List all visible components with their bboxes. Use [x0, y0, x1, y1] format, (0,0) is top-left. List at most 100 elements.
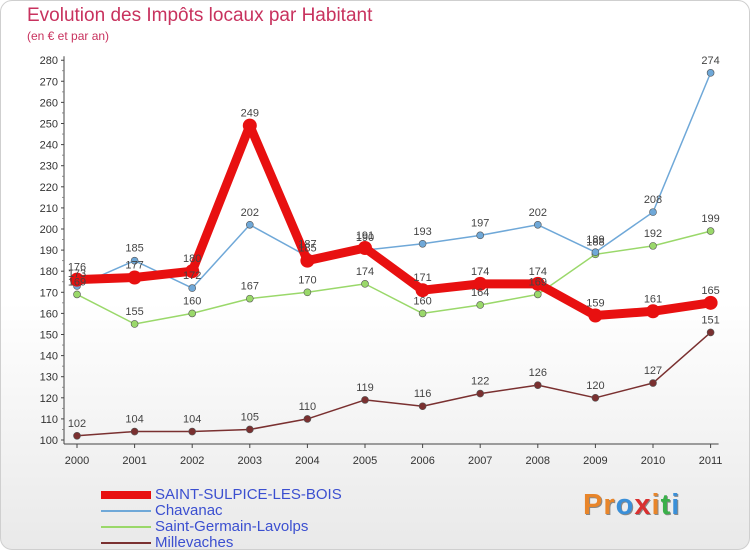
y-tick-label: 270 — [40, 76, 58, 88]
series-line — [76, 331, 712, 437]
legend-swatch — [101, 526, 151, 528]
data-label: 102 — [68, 418, 86, 430]
data-label: 192 — [644, 228, 662, 240]
data-point — [533, 290, 542, 299]
data-label: 202 — [241, 207, 259, 219]
data-point — [533, 220, 542, 229]
legend-swatch — [101, 510, 151, 512]
y-tick-label: 200 — [40, 224, 58, 236]
data-label: 127 — [644, 365, 662, 377]
series-line — [72, 121, 716, 321]
y-tick-label: 250 — [40, 119, 58, 131]
data-label: 174 — [471, 266, 489, 278]
y-tick-label: 210 — [40, 203, 58, 215]
y-tick-label: 190 — [40, 245, 58, 257]
data-point — [185, 264, 200, 279]
data-point — [476, 389, 485, 398]
data-point — [188, 284, 196, 292]
y-tick-label: 120 — [40, 393, 58, 405]
x-tick-label: 2010 — [641, 455, 665, 467]
data-point — [706, 227, 715, 235]
data-label: 188 — [586, 236, 604, 248]
x-tick-label: 2005 — [353, 455, 377, 467]
y-tick-label: 110 — [40, 414, 58, 426]
data-label: 119 — [356, 382, 374, 394]
data-label: 122 — [471, 376, 489, 388]
data-point — [473, 276, 488, 291]
data-label: 167 — [241, 281, 259, 293]
data-point — [418, 309, 427, 318]
data-point — [127, 270, 142, 285]
y-tick-label: 180 — [40, 266, 58, 278]
data-label: 197 — [471, 217, 489, 229]
series-line — [76, 72, 712, 289]
x-tick-label: 2007 — [468, 455, 492, 467]
data-label: 193 — [413, 226, 431, 238]
data-label: 185 — [125, 243, 143, 255]
data-point — [246, 294, 254, 303]
data-label: 191 — [356, 230, 374, 242]
data-label: 173 — [68, 268, 86, 280]
data-label: 160 — [183, 295, 201, 307]
data-point — [476, 231, 485, 240]
data-label: 180 — [183, 253, 201, 265]
data-point — [588, 308, 603, 323]
legend-label: SAINT-SULPICE-LES-BOIS — [155, 486, 342, 503]
data-label: 171 — [413, 272, 431, 284]
y-tick-label: 280 — [40, 55, 58, 67]
x-tick-label: 2008 — [526, 455, 550, 467]
data-point — [649, 379, 657, 387]
data-point — [418, 239, 427, 248]
y-tick-label: 240 — [40, 140, 58, 152]
data-label: 208 — [644, 194, 662, 206]
x-tick-label: 2009 — [583, 455, 607, 467]
data-label: 110 — [299, 401, 317, 413]
data-point — [358, 240, 372, 255]
data-label: 189 — [586, 234, 604, 246]
data-label: 174 — [356, 266, 374, 278]
data-point — [246, 425, 254, 434]
data-point — [130, 427, 139, 436]
x-tick-label: 2003 — [238, 455, 262, 467]
data-point — [246, 220, 254, 229]
data-point — [706, 328, 715, 337]
data-point — [300, 253, 315, 268]
data-point — [415, 283, 430, 298]
data-point — [70, 272, 84, 287]
data-point — [73, 431, 81, 440]
data-label: 170 — [298, 274, 316, 286]
proxiti-logo: Proxiti — [583, 489, 681, 521]
legend-swatch — [101, 491, 151, 499]
data-point — [649, 208, 657, 216]
data-point — [533, 381, 542, 389]
x-tick-label: 2000 — [65, 455, 89, 467]
series-line — [76, 230, 712, 325]
legend-label: Saint-Germain-Lavolps — [155, 518, 309, 535]
y-tick-label: 260 — [40, 97, 58, 109]
x-tick-label: 2002 — [180, 455, 204, 467]
data-label: 159 — [586, 298, 604, 310]
data-label: 104 — [125, 414, 143, 426]
data-point — [591, 393, 600, 402]
data-point — [703, 295, 718, 310]
data-label: 116 — [414, 388, 432, 400]
y-tick-label: 130 — [40, 372, 58, 384]
data-point — [530, 276, 545, 291]
chart-legend: SAINT-SULPICE-LES-BOIS Chavanac Saint-Germ… — [101, 486, 342, 549]
data-label: 105 — [241, 411, 259, 423]
data-point — [188, 427, 196, 436]
data-point — [646, 304, 660, 319]
y-tick-label: 220 — [40, 182, 58, 194]
data-point — [591, 248, 600, 257]
data-label: 160 — [413, 295, 431, 307]
data-label: 202 — [529, 207, 547, 219]
data-label: 169 — [68, 276, 86, 288]
legend-label: Chavanac — [155, 502, 223, 519]
legend-item: Millevaches — [101, 535, 342, 549]
data-label: 165 — [701, 285, 719, 297]
data-point — [706, 69, 715, 77]
legend-swatch — [101, 542, 151, 544]
y-tick-label: 150 — [40, 330, 58, 342]
